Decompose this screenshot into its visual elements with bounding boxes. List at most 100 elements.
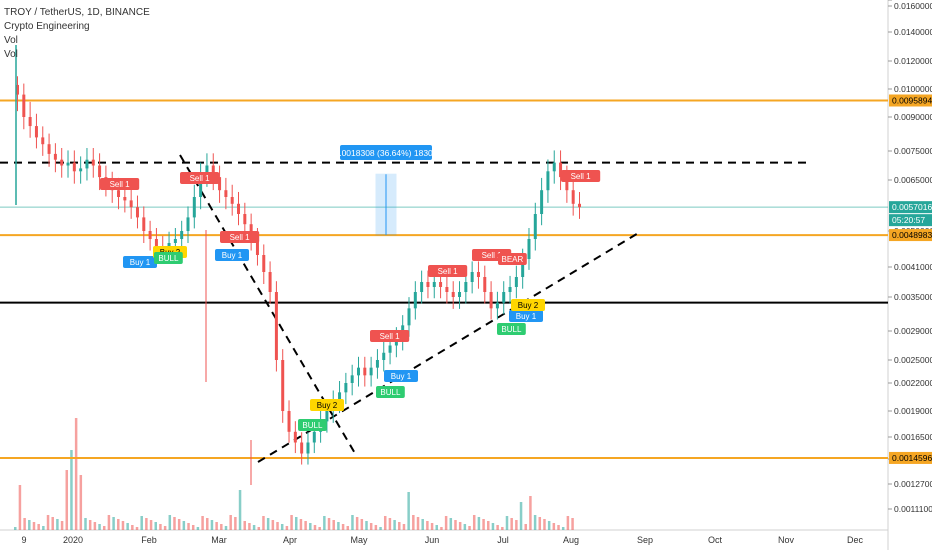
volume-bar [182,521,186,530]
candle-body [363,367,367,376]
candle-body [413,292,417,309]
x-tick-label: Feb [141,535,157,545]
volume-bar [402,524,406,530]
candle-body [458,292,462,297]
signal-label-bg [180,172,220,184]
signal-label-sell: Sell 1 [190,174,211,183]
candle-body [445,287,449,292]
volume-bar [210,520,214,530]
candle-body [369,367,373,376]
price-axis-label-level: 0.0095894 [892,95,932,105]
indicator-name[interactable]: Crypto Engineering [4,21,90,32]
volume-bar [515,520,518,530]
candle-body [312,431,316,443]
symbol-title: TROY / TetherUS, 1D, BINANCE [4,7,150,18]
candle-body [85,159,89,169]
price-axis-label-level: 0.0048983 [892,230,932,240]
volume-bar [463,524,467,530]
volume-bar [131,525,134,530]
x-tick-label: 9 [21,535,26,545]
volume-bar [173,517,176,530]
signal-label-bg [509,310,543,322]
volume-bar [14,527,17,530]
volume-bar [309,523,312,530]
volume-bar [547,521,551,530]
candle-body [98,165,102,178]
candle-body [237,203,241,214]
volume-bar [557,525,560,530]
volume-bar [571,518,574,530]
volume-bar [426,521,429,530]
volume-bar [18,485,22,530]
volume-bar [28,520,31,530]
price-axis-label-last: 0.0057016 [892,202,932,212]
y-tick-label: 0.0090000 [894,112,932,122]
volume-bar [519,502,523,530]
candle-body [439,282,443,287]
volume-bar [449,518,453,530]
volume-bar [458,522,462,530]
y-tick-label: 0.0011100 [894,504,932,514]
candle-body [495,302,499,309]
candle-body [243,214,247,225]
volume-bar [187,523,190,530]
signal-label-bg [154,252,183,264]
volume-bar [149,520,153,530]
volume-bar [154,522,157,530]
price-axis-label-bg [889,229,932,242]
candle-body [199,174,203,197]
volume-bar [327,518,331,530]
signal-label-sell: Sell 1 [571,172,592,181]
volume-bar [529,496,532,530]
volume-bar [313,525,317,530]
candle-body [41,137,45,145]
volume-bar [393,520,396,530]
x-tick-label: Nov [778,535,795,545]
candle-body [293,431,297,443]
volume-bar [290,515,293,530]
volume-bar [93,522,97,530]
candle-body [154,239,158,247]
signal-label-buy: Buy 1 [222,251,243,260]
volume-bar [140,516,143,530]
price-axis-label-level: 0.0014596 [892,453,932,463]
volume-bar [32,522,36,530]
candle-body [224,190,228,197]
volume-bar [341,524,345,530]
volume-bar [538,517,542,530]
y-tick-label: 0.0019000 [894,406,932,416]
volume-bar [229,515,232,530]
candle-body [268,272,272,292]
signal-label-bear: BEAR [502,255,524,264]
vol-indicator-2[interactable]: Vol [4,49,18,60]
candle-body [464,282,468,292]
volume-bar [206,518,209,530]
candle-body [22,94,26,117]
signal-label-bg [511,299,545,311]
signal-label-bull: BULL [158,254,179,263]
candle-body [230,197,234,204]
signal-label-bg [310,399,344,411]
y-tick-label: 0.0160000 [894,1,932,11]
volume-bar [533,515,537,530]
signal-label-bg [370,330,410,342]
volume-bar [234,517,237,530]
signal-label-bg [384,370,418,382]
volume-bar [280,524,284,530]
signal-label-bg [298,419,327,431]
candle-body [72,162,76,172]
signal-label-bg [376,386,405,398]
volume-bar [196,527,200,530]
signal-label-bg [428,265,468,277]
volume-bar [112,517,115,530]
volume-bar [257,527,261,530]
signal-label-bg [561,170,601,182]
volume-bar [318,527,321,530]
volume-bar [121,521,125,530]
candle-body [300,442,304,454]
volume-bar [295,517,298,530]
volume-bar [482,519,485,530]
vol-indicator-1[interactable]: Vol [4,35,18,46]
y-tick-label: 0.0029000 [894,326,932,336]
